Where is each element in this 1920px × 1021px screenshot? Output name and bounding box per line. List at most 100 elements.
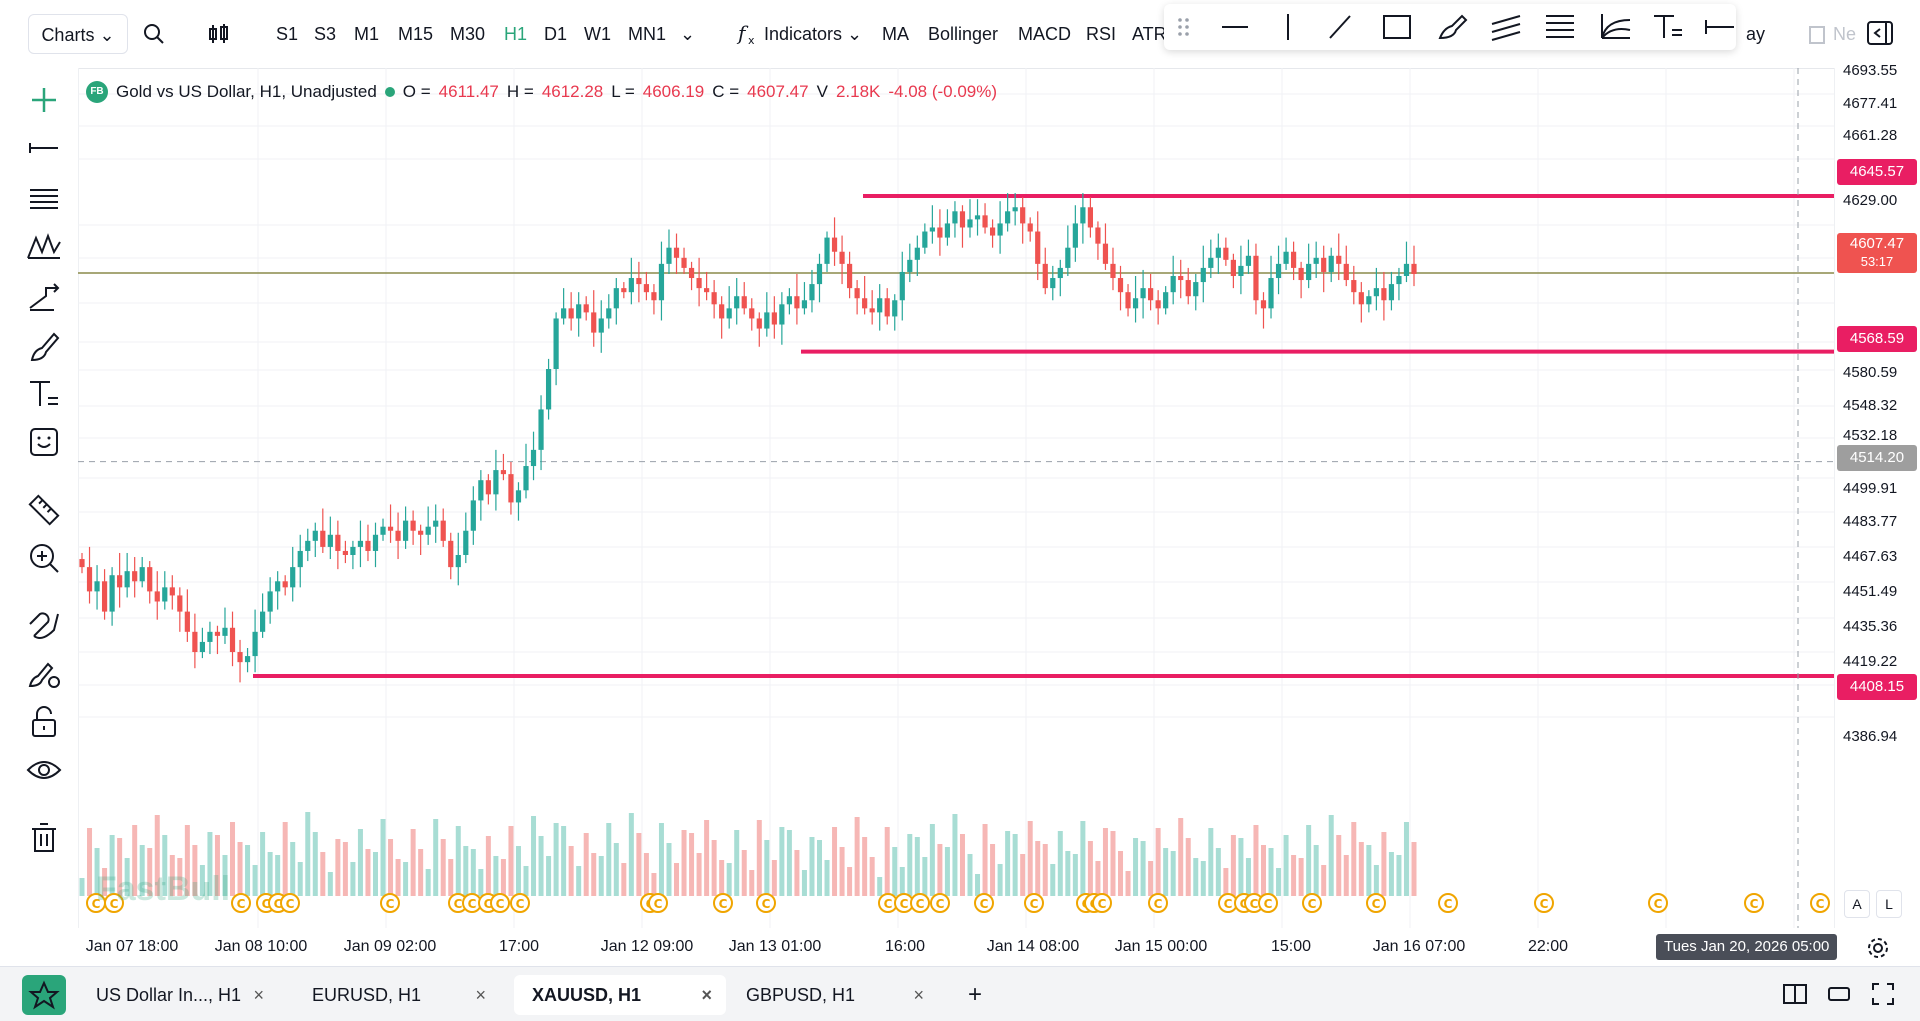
candle-body[interactable] <box>959 211 966 228</box>
candle-body[interactable] <box>1110 263 1116 279</box>
pattern-tool-icon[interactable] <box>24 226 64 266</box>
candle-body[interactable] <box>613 288 619 309</box>
candle-body[interactable] <box>756 318 762 329</box>
economic-event-marker[interactable]: C <box>490 893 510 913</box>
candle-body[interactable] <box>899 271 905 301</box>
close-tab-icon[interactable]: × <box>913 985 924 1005</box>
candle-body[interactable] <box>1223 247 1229 260</box>
economic-event-marker[interactable]: C <box>510 893 530 913</box>
candle-body[interactable] <box>651 292 657 301</box>
auto-scale-button[interactable]: A <box>1844 890 1870 918</box>
candle-body[interactable] <box>515 490 522 503</box>
candle-body[interactable] <box>1050 278 1056 289</box>
candle-body[interactable] <box>824 237 830 264</box>
candle-body[interactable] <box>688 267 695 279</box>
candle-body[interactable] <box>816 263 823 285</box>
candle-body[interactable] <box>1080 207 1086 224</box>
log-scale-button[interactable]: L <box>1876 890 1902 918</box>
candle-body[interactable] <box>854 288 860 299</box>
candle-body[interactable] <box>290 567 296 588</box>
candle-body[interactable] <box>952 211 958 224</box>
candle-body[interactable] <box>568 308 574 319</box>
candle-body[interactable] <box>109 575 115 612</box>
candle-body[interactable] <box>1351 280 1357 293</box>
candle-body[interactable] <box>1403 263 1410 276</box>
candle-body[interactable] <box>1366 296 1372 305</box>
candle-body[interactable] <box>1253 255 1259 301</box>
chart-tab[interactable]: EURUSD, H1 × <box>294 975 500 1015</box>
candle-body[interactable] <box>1095 227 1101 244</box>
candle-body[interactable] <box>771 312 777 325</box>
chart-tab[interactable]: GBPUSD, H1 × <box>728 975 938 1015</box>
candle-body[interactable] <box>561 308 567 319</box>
candle-body[interactable] <box>1260 300 1267 309</box>
brush-icon[interactable] <box>24 326 64 366</box>
candle-body[interactable] <box>794 296 800 309</box>
candle-body[interactable] <box>485 480 491 495</box>
candle-body[interactable] <box>425 526 431 535</box>
candle-body[interactable] <box>1245 255 1252 266</box>
candle-body[interactable] <box>350 546 356 555</box>
candle-body[interactable] <box>132 571 138 582</box>
candle-body[interactable] <box>139 567 145 582</box>
candle-body[interactable] <box>1035 231 1041 264</box>
economic-event-marker[interactable]: C <box>713 893 733 913</box>
candle-body[interactable] <box>94 581 100 592</box>
candle-body[interactable] <box>1178 276 1184 281</box>
timeframe-h1[interactable]: H1 <box>504 24 528 44</box>
timeframe-s3[interactable]: S3 <box>314 24 337 44</box>
collapse-panel-icon[interactable] <box>1866 20 1894 46</box>
candle-body[interactable] <box>786 296 792 305</box>
candle-body[interactable] <box>199 641 206 653</box>
candle-body[interactable] <box>884 298 890 317</box>
eye-icon[interactable] <box>24 750 64 790</box>
candle-body[interactable] <box>260 611 266 632</box>
candle-body[interactable] <box>433 520 439 527</box>
candle-body[interactable] <box>357 540 364 547</box>
candle-body[interactable] <box>801 300 808 309</box>
candle-body[interactable] <box>275 581 281 592</box>
candle-body[interactable] <box>1373 288 1379 297</box>
candle-body[interactable] <box>576 304 582 319</box>
price-line-badge[interactable]: 4645.57 <box>1837 159 1917 185</box>
price-line-badge[interactable]: 4568.59 <box>1837 326 1917 352</box>
candle-body[interactable] <box>1087 207 1094 228</box>
candle-body[interactable] <box>327 534 333 547</box>
candle-body[interactable] <box>192 631 198 653</box>
timeframe-m15[interactable]: M15 <box>398 24 434 44</box>
crosshair-plus-icon[interactable] <box>24 80 64 120</box>
close-tab-icon[interactable]: × <box>475 985 486 1005</box>
price-axis[interactable]: 4693.55 4677.41 4661.28 4629.00 4580.59 4548.… <box>1834 62 1920 928</box>
indicator-macd[interactable]: MACD <box>1018 24 1071 44</box>
candle-body[interactable] <box>1396 276 1402 285</box>
stay-in-drawing-icon[interactable] <box>24 654 64 694</box>
candle-body[interactable] <box>704 288 710 293</box>
candle-body[interactable] <box>237 652 243 663</box>
indicator-rsi[interactable]: RSI <box>1086 24 1117 44</box>
candle-body[interactable] <box>583 304 589 313</box>
economic-event-marker[interactable]: C <box>231 893 251 913</box>
timeframe-d1[interactable]: D1 <box>544 24 568 44</box>
indicators-button[interactable]: Indicators ⌄ <box>764 24 863 44</box>
candle-body[interactable] <box>418 530 424 535</box>
candle-body[interactable] <box>493 470 499 495</box>
candle-body[interactable] <box>606 308 612 319</box>
candle-body[interactable] <box>922 231 928 248</box>
layout-icon[interactable] <box>1782 983 1808 1005</box>
candle-body[interactable] <box>862 298 868 309</box>
candle-body[interactable] <box>229 627 236 653</box>
candle-body[interactable] <box>877 298 883 313</box>
timeframe-s1[interactable]: S1 <box>276 24 299 44</box>
candle-body[interactable] <box>1275 263 1282 279</box>
candle-body[interactable] <box>929 227 935 232</box>
economic-event-marker[interactable]: C <box>1366 893 1386 913</box>
magnet-icon[interactable] <box>24 606 64 646</box>
economic-event-marker[interactable]: C <box>1810 893 1830 913</box>
candle-body[interactable] <box>628 278 634 293</box>
candle-body[interactable] <box>1313 257 1319 264</box>
candle-body[interactable] <box>1358 292 1364 305</box>
chart-tab[interactable]: XAUUSD, H1 × <box>514 975 726 1015</box>
candle-body[interactable] <box>1065 247 1071 268</box>
economic-event-marker[interactable]: C <box>930 893 950 913</box>
economic-event-marker[interactable]: C <box>1438 893 1458 913</box>
